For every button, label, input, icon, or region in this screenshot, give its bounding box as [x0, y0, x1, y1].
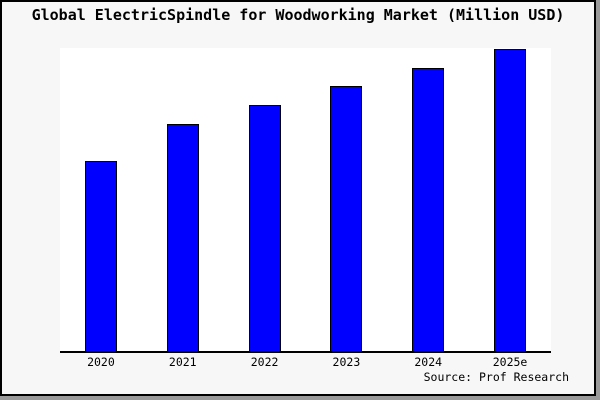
bar-2023 [330, 86, 363, 351]
x-tick-label-2020: 2020 [87, 355, 115, 369]
bar-slot [387, 48, 469, 351]
bar-slot [305, 48, 387, 351]
x-tick-label-2021: 2021 [168, 355, 197, 369]
x-tick-label-2023: 2023 [332, 355, 361, 369]
bar-series [60, 48, 551, 351]
bar-slot [224, 48, 306, 351]
bar-slot [469, 48, 551, 351]
bar-2021 [166, 124, 199, 351]
bar-slot [142, 48, 224, 351]
source-credit: Source: Prof Research [423, 370, 569, 384]
x-tick-label-2022: 2022 [250, 355, 279, 369]
x-axis-tick-labels: 2020 2021 2022 2023 2024 2025e [60, 354, 551, 370]
bar-slot [60, 48, 142, 351]
plot-area [60, 48, 551, 353]
bar-2020 [84, 161, 117, 351]
bar-2022 [248, 104, 281, 351]
x-tick-label-2025e: 2025e [492, 355, 528, 369]
bar-2025e [494, 49, 527, 351]
chart-title: Global ElectricSpindle for Woodworking M… [31, 6, 565, 24]
bar-2024 [412, 68, 445, 351]
x-tick-label-2024: 2024 [414, 355, 443, 369]
